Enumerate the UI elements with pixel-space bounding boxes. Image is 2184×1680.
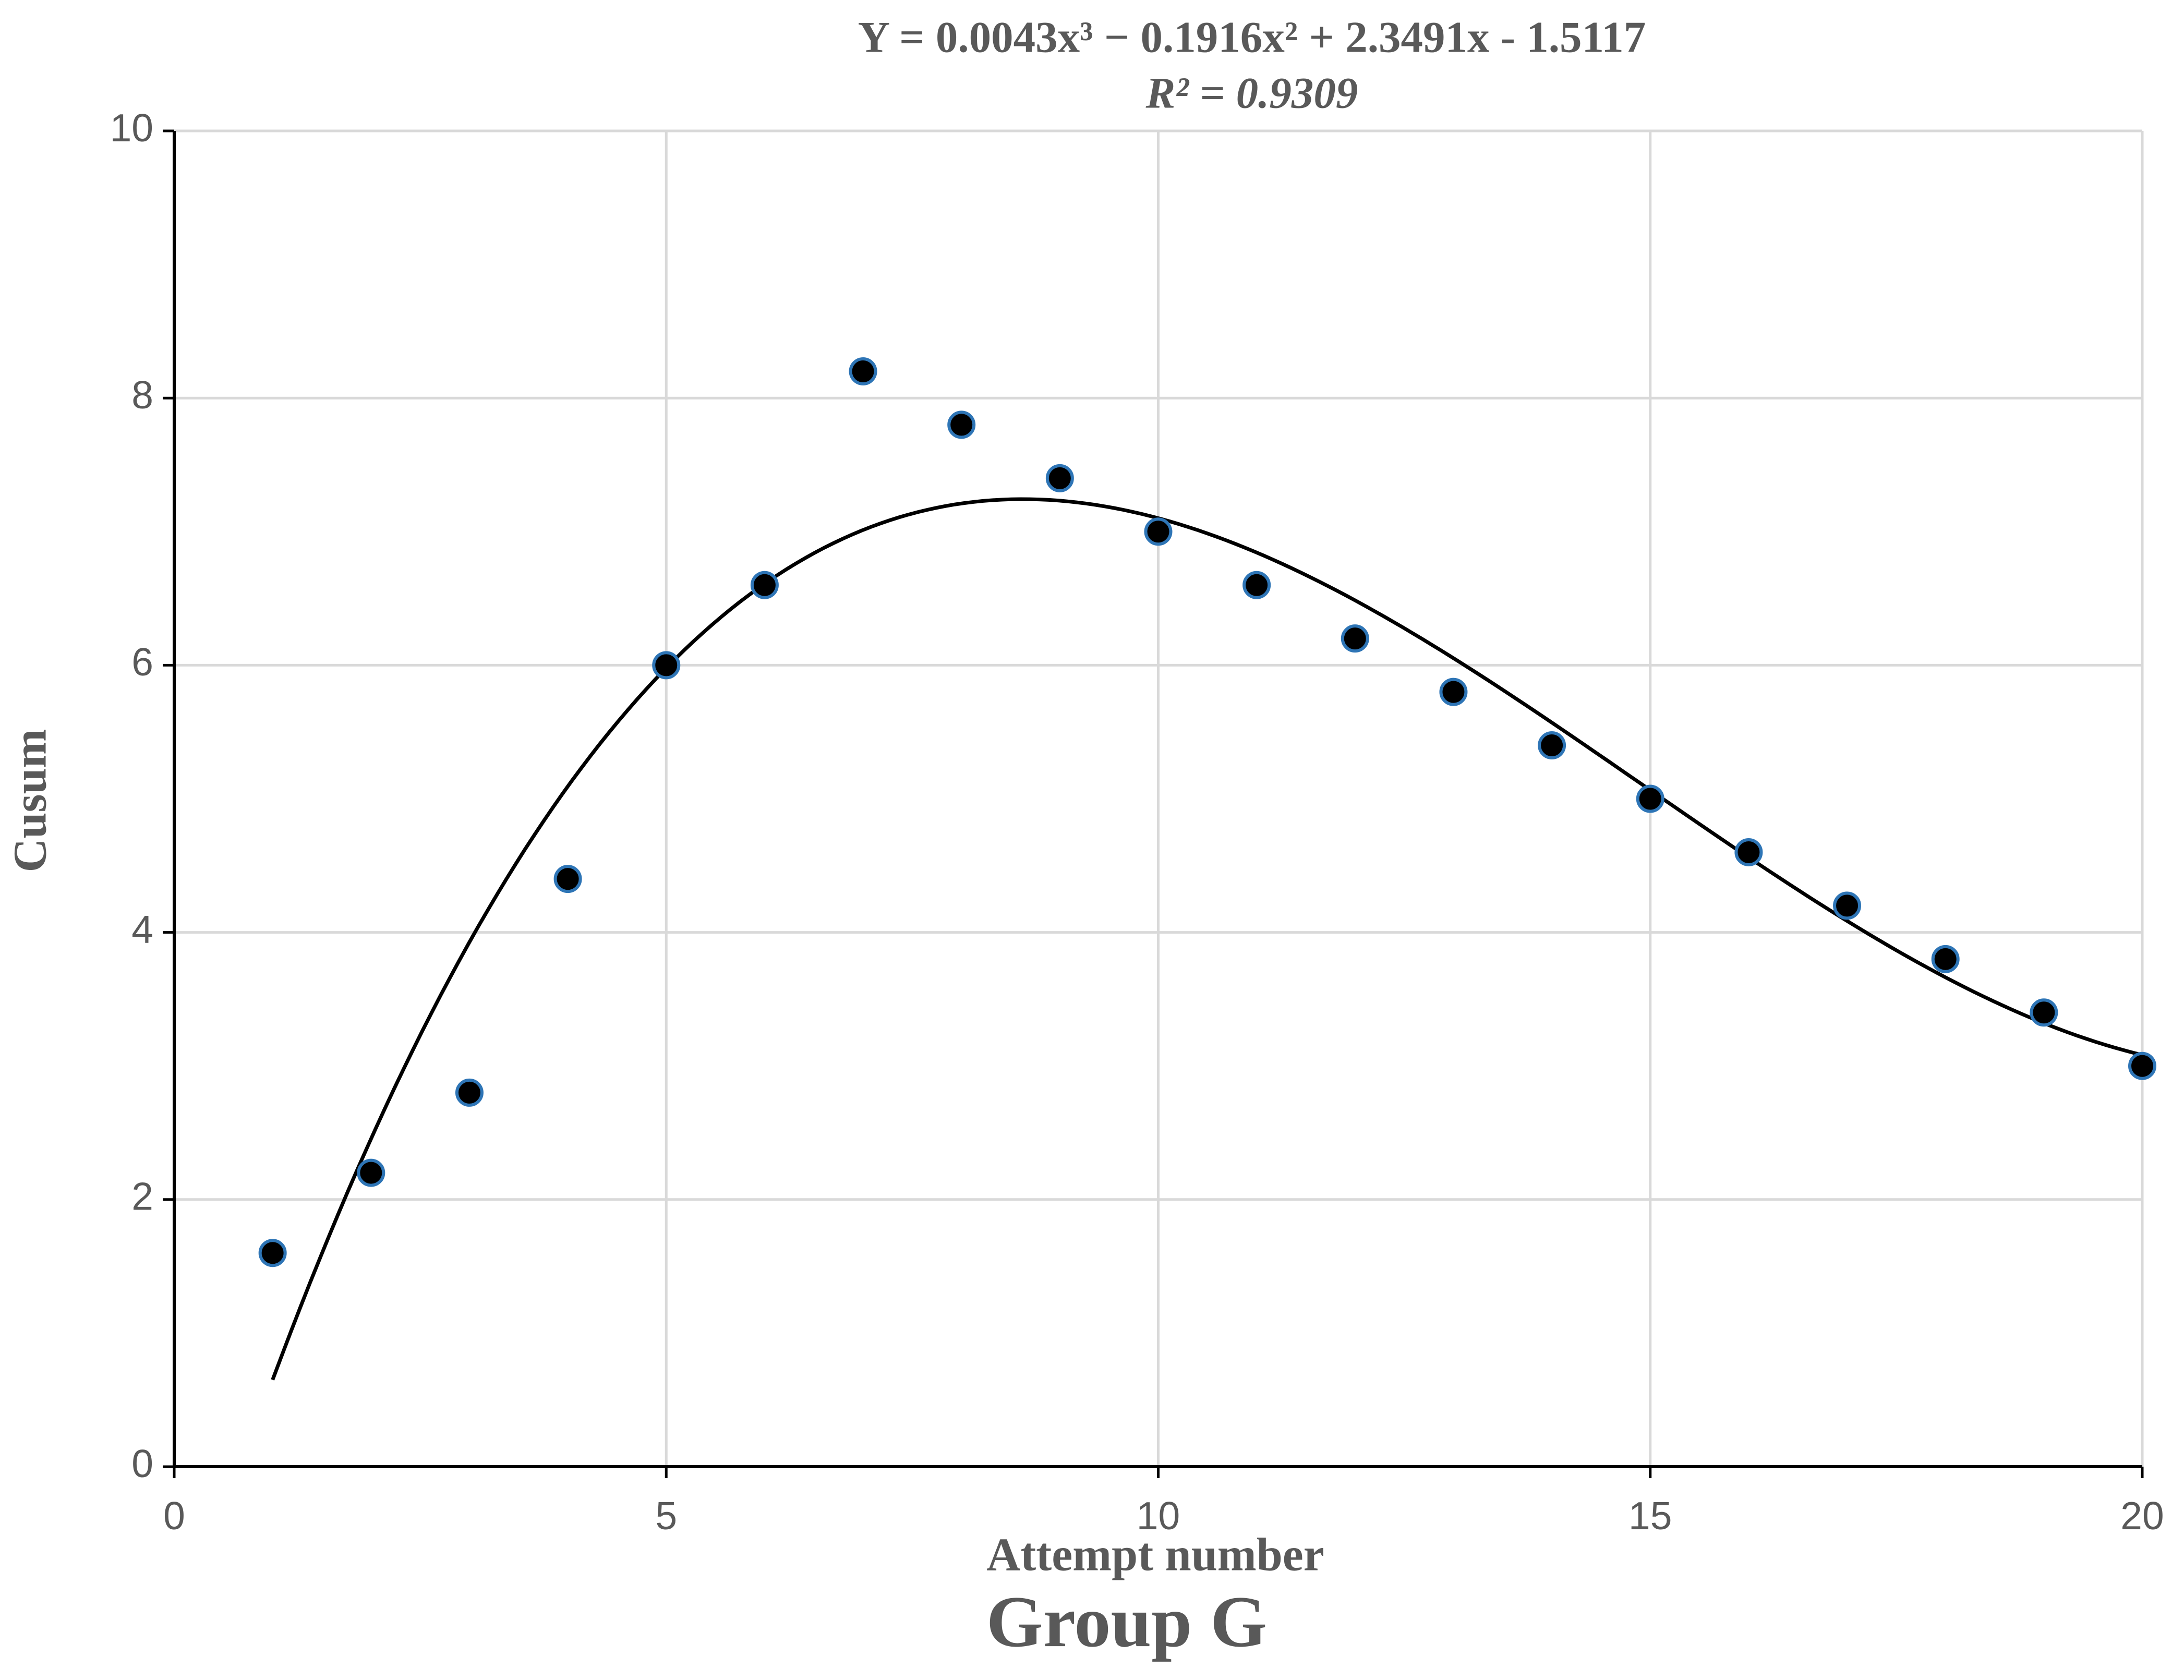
point	[1538, 731, 1566, 760]
point	[1144, 517, 1173, 546]
point	[652, 651, 681, 680]
point	[1341, 624, 1369, 653]
x-axis-label: Attempt number	[986, 1529, 1324, 1581]
y-tick-label: 10	[110, 106, 153, 150]
x-tick-label: 10	[1137, 1494, 1180, 1538]
y-tick-label: 8	[131, 373, 153, 417]
y-tick-label: 0	[131, 1442, 153, 1485]
x-tick-label: 5	[655, 1494, 677, 1538]
point	[1439, 678, 1468, 706]
trendline	[271, 497, 2143, 1381]
point	[1636, 784, 1664, 813]
point	[1734, 838, 1763, 866]
y-tick-label: 2	[131, 1175, 153, 1218]
point	[2128, 1051, 2156, 1080]
x-tick-label: 0	[163, 1494, 185, 1538]
chart-title: Y = 0.0043x³ − 0.1916x² + 2.3491x - 1.51…	[858, 13, 1646, 62]
chart-subtitle: R² = 0.9309	[1145, 69, 1358, 118]
point	[258, 1239, 287, 1267]
point	[455, 1078, 484, 1107]
point	[553, 865, 582, 893]
point	[947, 410, 976, 439]
point	[2030, 998, 2058, 1027]
point	[750, 571, 779, 599]
y-axis-label: Cusum	[5, 729, 56, 872]
point	[849, 357, 877, 385]
chart-caption: Group G	[986, 1581, 1267, 1662]
point	[1931, 945, 1960, 973]
x-tick-label: 20	[2120, 1494, 2164, 1538]
y-tick-label: 4	[131, 907, 153, 951]
point	[1045, 464, 1074, 492]
point	[1242, 571, 1271, 599]
point	[1833, 891, 1862, 920]
y-tick-label: 6	[131, 640, 153, 684]
point	[357, 1158, 385, 1187]
x-tick-label: 15	[1628, 1494, 1672, 1538]
